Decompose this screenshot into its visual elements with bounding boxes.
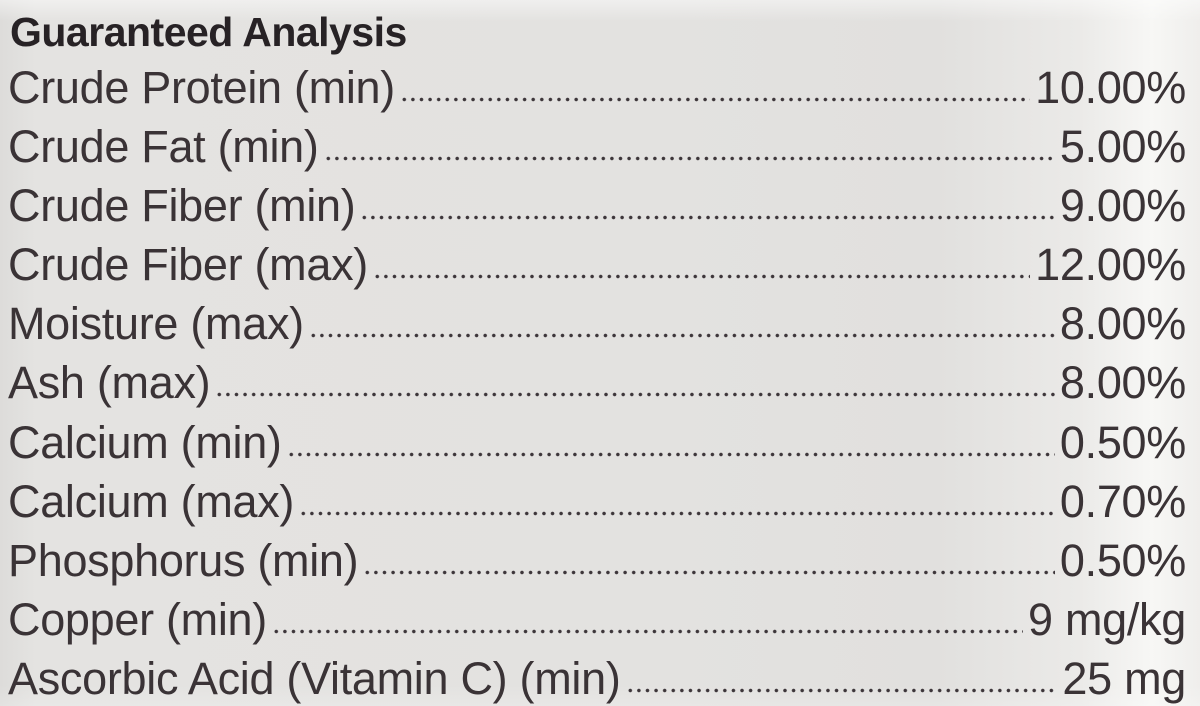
nutrient-label: Crude Protein (min) [8,62,395,113]
table-row: Moisture (max) 8.00% [8,294,1186,353]
nutrient-value: 5.00% [1059,121,1186,173]
dot-leader [271,627,1024,635]
dot-leader [308,332,1055,340]
table-row: Crude Fiber (max) 12.00% [8,235,1186,294]
nutrient-value: 8.00% [1059,298,1186,350]
page-title: Guaranteed Analysis [10,9,407,55]
nutrient-label: Crude Fiber (max) [8,239,368,291]
dot-leader [360,214,1055,222]
nutrient-value: 12.00% [1035,239,1186,291]
nutrient-value: 0.50% [1059,534,1186,586]
dot-leader [286,450,1055,458]
dot-leader [363,568,1055,576]
nutrient-label: Crude Fiber (min) [8,180,356,232]
table-row: Copper (min) 9 mg/kg [8,590,1186,649]
dot-leader [372,273,1031,281]
table-row: Crude Fiber (min) 9.00% [8,176,1186,235]
nutrient-label: Copper (min) [8,593,267,645]
nutrient-value: 9 mg/kg [1028,593,1186,645]
nutrient-label: Ash (max) [8,357,211,409]
nutrient-value: 8.00% [1059,357,1186,409]
nutrient-label: Crude Fat (min) [8,121,319,173]
nutrient-value: 0.50% [1059,416,1186,468]
nutrient-label: Calcium (max) [8,475,295,527]
nutrient-label: Ascorbic Acid (Vitamin C) (min) [8,652,621,704]
nutrient-label: Moisture (max) [8,298,304,350]
nutrient-label: Calcium (min) [8,416,282,468]
table-row: Crude Protein (min) 10.00% [8,58,1186,117]
dot-leader [399,96,1031,103]
table-row: Ash (max) 8.00% [8,353,1186,412]
analysis-table: Crude Protein (min) 10.00% Crude Fat (mi… [8,58,1186,706]
nutrient-value: 9.00% [1059,180,1186,232]
nutrient-label: Phosphorus (min) [8,534,359,586]
nutrient-value: 10.00% [1035,62,1186,113]
nutrient-value: 25 mg [1062,652,1186,704]
dot-leader [625,686,1058,694]
table-row: Crude Fat (min) 5.00% [8,117,1186,176]
table-row: Ascorbic Acid (Vitamin C) (min) 25 mg [8,649,1186,706]
dot-leader [299,509,1055,517]
table-row: Calcium (max) 0.70% [8,472,1186,531]
dot-leader [323,155,1055,163]
table-row: Calcium (min) 0.50% [8,413,1186,472]
dot-leader [215,391,1055,399]
table-row: Phosphorus (min) 0.50% [8,531,1186,590]
nutrient-value: 0.70% [1059,475,1186,527]
